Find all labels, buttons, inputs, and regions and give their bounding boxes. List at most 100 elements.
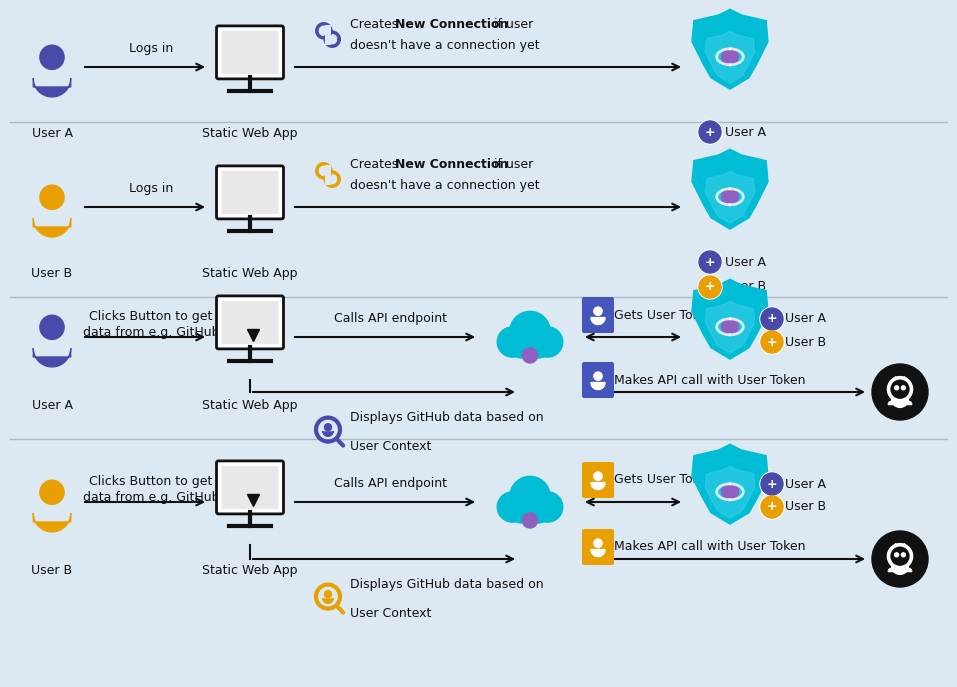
Circle shape — [40, 45, 64, 69]
Text: User A: User A — [32, 399, 73, 412]
Text: Gets User Token via policy: Gets User Token via policy — [614, 473, 778, 486]
Polygon shape — [888, 401, 895, 405]
Text: Clicks Button to get: Clicks Button to get — [89, 475, 212, 488]
Text: Clicks Button to get: Clicks Button to get — [89, 310, 212, 323]
Text: doesn't have a connection yet: doesn't have a connection yet — [350, 38, 540, 52]
Polygon shape — [33, 218, 71, 237]
Circle shape — [324, 591, 331, 598]
Text: User A: User A — [785, 477, 826, 491]
FancyBboxPatch shape — [325, 165, 331, 185]
Polygon shape — [901, 376, 910, 383]
Text: +: + — [767, 335, 777, 348]
FancyBboxPatch shape — [582, 297, 614, 333]
Polygon shape — [33, 513, 71, 532]
Text: User A: User A — [785, 313, 826, 326]
Polygon shape — [591, 383, 605, 390]
Text: User B: User B — [785, 501, 826, 513]
Text: Makes API call with User Token: Makes API call with User Token — [614, 374, 806, 387]
Polygon shape — [901, 543, 910, 550]
Circle shape — [892, 391, 908, 407]
Text: New Connection: New Connection — [395, 19, 508, 32]
Circle shape — [699, 121, 721, 143]
Circle shape — [509, 498, 534, 523]
Text: +: + — [767, 501, 777, 513]
FancyBboxPatch shape — [582, 529, 614, 565]
Polygon shape — [888, 568, 895, 572]
Polygon shape — [905, 568, 912, 572]
Text: Static Web App: Static Web App — [202, 564, 298, 577]
Text: User B: User B — [32, 564, 73, 577]
Circle shape — [532, 492, 563, 522]
Polygon shape — [591, 482, 605, 490]
Circle shape — [887, 543, 913, 569]
Text: Displays GitHub data based on: Displays GitHub data based on — [350, 411, 544, 424]
Circle shape — [722, 319, 739, 335]
Polygon shape — [905, 401, 912, 405]
Polygon shape — [692, 149, 768, 229]
FancyBboxPatch shape — [221, 466, 278, 509]
FancyBboxPatch shape — [582, 462, 614, 498]
Circle shape — [594, 472, 602, 480]
Circle shape — [523, 513, 538, 528]
Polygon shape — [323, 431, 333, 436]
Circle shape — [892, 558, 908, 574]
Circle shape — [761, 331, 783, 353]
Circle shape — [40, 185, 64, 210]
Polygon shape — [705, 171, 755, 223]
Polygon shape — [890, 543, 899, 550]
FancyBboxPatch shape — [216, 461, 283, 514]
Text: +: + — [767, 477, 777, 491]
Circle shape — [40, 315, 64, 339]
Circle shape — [761, 496, 783, 518]
Circle shape — [324, 424, 331, 431]
Polygon shape — [692, 280, 768, 359]
Polygon shape — [591, 550, 605, 556]
Text: Static Web App: Static Web App — [202, 127, 298, 140]
Text: data from e.g. GitHub: data from e.g. GitHub — [82, 326, 219, 339]
Circle shape — [895, 553, 899, 556]
Circle shape — [509, 333, 534, 358]
Text: Gets User Token via policy: Gets User Token via policy — [614, 308, 778, 322]
Text: +: + — [704, 280, 715, 293]
Circle shape — [523, 348, 538, 363]
Text: data from e.g. GitHub: data from e.g. GitHub — [82, 491, 219, 504]
Text: if user: if user — [490, 159, 533, 172]
Circle shape — [891, 380, 909, 398]
Polygon shape — [323, 598, 333, 603]
FancyBboxPatch shape — [221, 31, 278, 74]
Text: User A: User A — [725, 256, 766, 269]
Circle shape — [887, 376, 913, 402]
Text: Logs in: Logs in — [129, 182, 173, 195]
Circle shape — [901, 553, 905, 556]
Circle shape — [40, 480, 64, 504]
Circle shape — [722, 484, 739, 500]
Polygon shape — [705, 466, 755, 518]
Circle shape — [532, 327, 563, 357]
FancyBboxPatch shape — [216, 26, 283, 79]
Circle shape — [901, 386, 905, 390]
Circle shape — [510, 476, 550, 517]
FancyBboxPatch shape — [325, 25, 331, 45]
Polygon shape — [33, 78, 71, 97]
FancyBboxPatch shape — [582, 362, 614, 398]
Polygon shape — [705, 31, 755, 83]
Text: Makes API call with User Token: Makes API call with User Token — [614, 541, 806, 554]
Circle shape — [498, 492, 527, 522]
Text: if user: if user — [490, 19, 533, 32]
Polygon shape — [33, 348, 71, 367]
Circle shape — [498, 327, 527, 357]
Circle shape — [895, 386, 899, 390]
Text: Creates: Creates — [350, 19, 402, 32]
Circle shape — [761, 308, 783, 330]
Text: User B: User B — [725, 280, 767, 293]
Text: User A: User A — [32, 127, 73, 140]
Text: +: + — [704, 256, 715, 269]
Text: Logs in: Logs in — [129, 42, 173, 55]
FancyBboxPatch shape — [216, 166, 283, 219]
Circle shape — [872, 364, 928, 420]
Text: +: + — [704, 126, 715, 139]
Circle shape — [872, 531, 928, 587]
Circle shape — [891, 548, 909, 565]
Circle shape — [761, 473, 783, 495]
Circle shape — [525, 333, 551, 358]
